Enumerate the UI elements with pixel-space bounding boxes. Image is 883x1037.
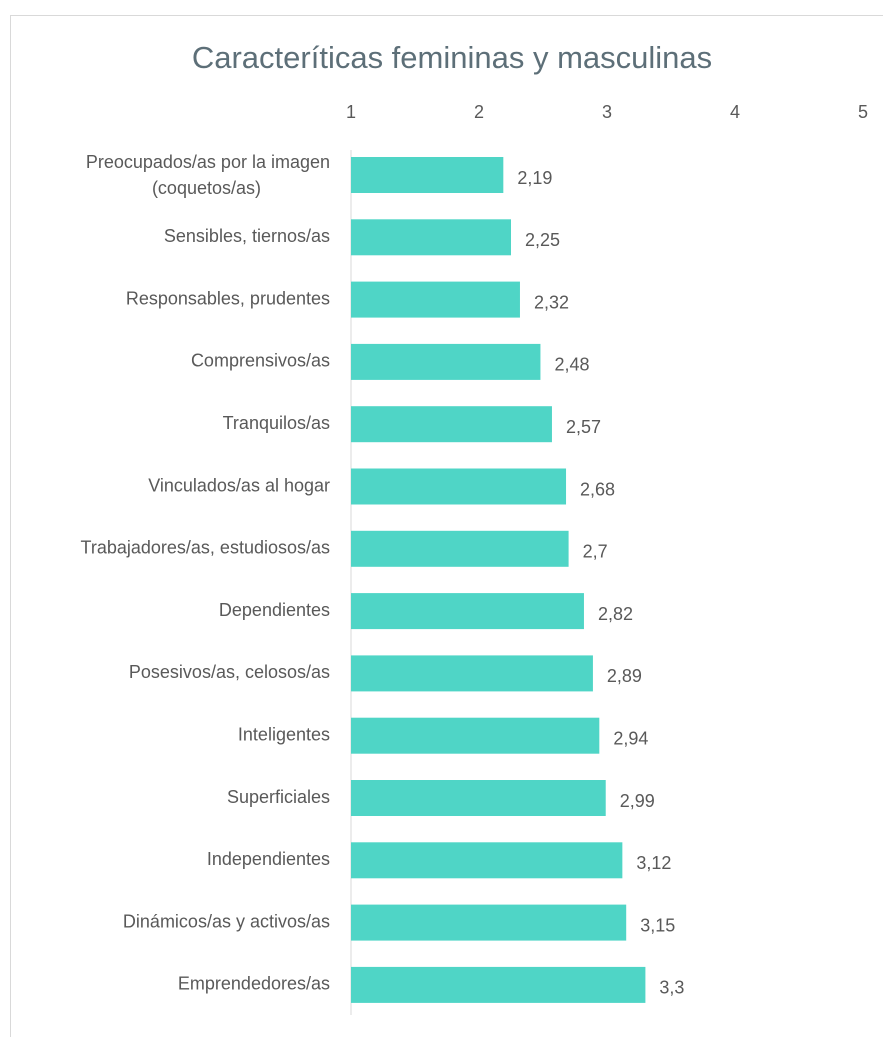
- bar: [351, 530, 569, 567]
- y-tick-label: Superficiales: [227, 787, 330, 807]
- y-tick-label: Responsables, prudentes: [126, 288, 330, 308]
- data-label: 2,89: [607, 666, 642, 686]
- data-label: 2,48: [554, 355, 589, 375]
- x-tick-label: 5: [858, 102, 868, 122]
- bar: [351, 904, 627, 941]
- bar: [351, 343, 541, 380]
- chart-border: [10, 15, 883, 1037]
- y-tick-label-line: (coquetos/as): [152, 178, 261, 198]
- bar: [351, 966, 646, 1003]
- y-tick-label: Dinámicos/as y activos/as: [123, 911, 330, 931]
- bar: [351, 717, 600, 754]
- x-tick-label: 3: [602, 102, 612, 122]
- y-tick-label: Posesivos/as, celosos/as: [129, 662, 330, 682]
- y-tick-label: Vinculados/as al hogar: [148, 475, 330, 495]
- x-tick-label: 1: [346, 102, 356, 122]
- data-label: 3,3: [659, 978, 684, 998]
- bar: [351, 281, 520, 318]
- y-tick-label: Emprendedores/as: [178, 974, 330, 994]
- y-tick-label: Tranquilos/as: [223, 413, 330, 433]
- data-label: 2,57: [566, 417, 601, 437]
- y-tick-label: Preocupados/as por la imagen (coquetos/as…: [86, 152, 330, 198]
- y-tick-label: Trabajadores/as, estudiosos/as: [81, 538, 330, 558]
- bar: [351, 157, 504, 193]
- y-tick-label: Independientes: [207, 849, 330, 869]
- data-label: 2,94: [613, 728, 648, 748]
- data-label: 2,25: [525, 230, 560, 250]
- x-tick-label: 4: [730, 102, 740, 122]
- bar: [351, 655, 593, 692]
- y-tick-label: Sensibles, tiernos/as: [164, 226, 330, 246]
- data-label: 2,99: [620, 791, 655, 811]
- data-label: 2,19: [517, 168, 552, 188]
- bar: [351, 842, 623, 879]
- data-label: 2,7: [583, 542, 608, 562]
- bar: [351, 780, 606, 816]
- data-label: 2,82: [598, 604, 633, 624]
- data-label: 2,32: [534, 292, 569, 312]
- y-tick-label: Inteligentes: [238, 724, 330, 744]
- x-tick-label: 2: [474, 102, 484, 122]
- bar: [351, 406, 552, 443]
- chart-title: Caracteríticas femininas y masculinas: [192, 40, 712, 75]
- bar: [351, 468, 567, 505]
- y-tick-label: Dependientes: [219, 600, 330, 620]
- data-label: 3,15: [640, 915, 675, 935]
- bar: [351, 593, 584, 630]
- data-label: 3,12: [636, 853, 671, 873]
- data-label: 2,68: [580, 479, 615, 499]
- y-tick-label-line: Preocupados/as por la imagen: [86, 152, 330, 172]
- bar: [351, 219, 511, 256]
- y-tick-label: Comprensivos/as: [191, 351, 330, 371]
